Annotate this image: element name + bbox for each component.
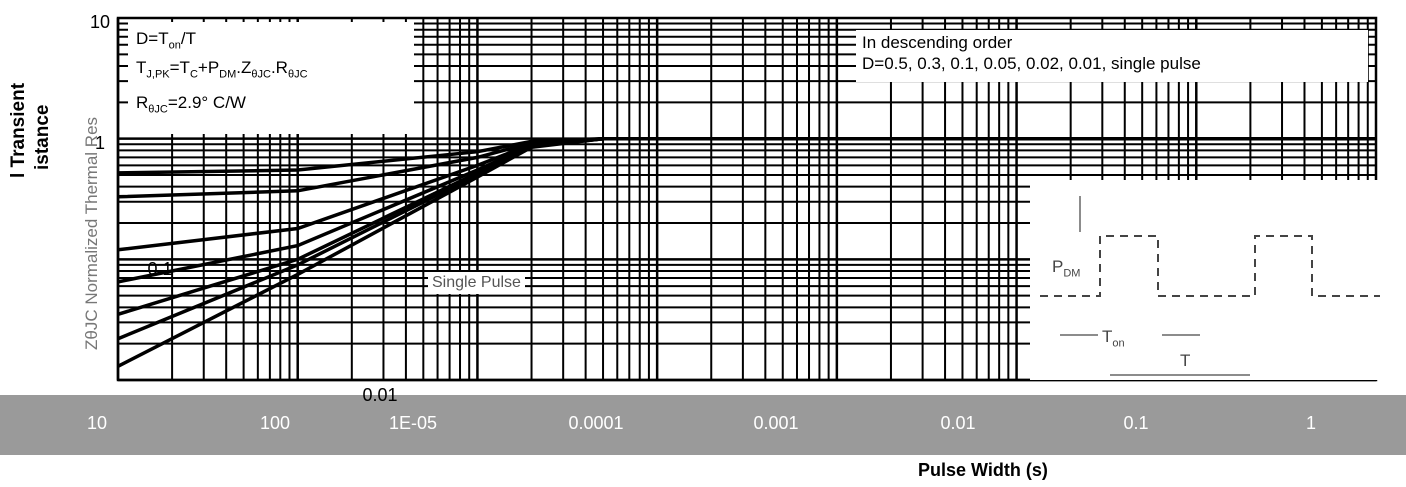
y-axis-title-line2: istance bbox=[32, 104, 53, 170]
ton-label: Ton bbox=[1102, 327, 1125, 350]
curves-group bbox=[117, 136, 1376, 368]
duty-formula: D=Ton/T bbox=[136, 29, 196, 52]
x-tick-label: 0.1 bbox=[1123, 413, 1148, 433]
x-axis-band bbox=[0, 395, 1406, 455]
order-note: In descending order bbox=[862, 33, 1013, 52]
y-tick-label: 10 bbox=[90, 12, 110, 32]
y-tick-labels: 10 1 0.1 0.01 bbox=[90, 12, 398, 405]
single-pulse-label: Single Pulse bbox=[428, 272, 525, 294]
x-tick-label: 0.0001 bbox=[568, 413, 623, 433]
x-tick-label: 0.001 bbox=[753, 413, 798, 433]
x-tick-label: 1E-05 bbox=[389, 413, 437, 433]
t-label: T bbox=[1180, 351, 1191, 370]
x-tick-label: 1 bbox=[1306, 413, 1316, 433]
pulse-waveform-diagram bbox=[1030, 180, 1380, 380]
pdm-label: PDM bbox=[1052, 257, 1081, 280]
x-axis-band-fill bbox=[0, 395, 1406, 455]
order-note-box: In descending order D=0.5, 0.3, 0.1, 0.0… bbox=[856, 30, 1368, 82]
y-tick-label: 1 bbox=[95, 133, 105, 153]
x-tick-label: 100 bbox=[260, 413, 290, 433]
x-tick-label: 0.01 bbox=[940, 413, 975, 433]
pulse-waveform-line bbox=[1040, 235, 1380, 297]
rth-value: RθJC=2.9° C/W bbox=[136, 93, 246, 116]
curve-single-pulse bbox=[117, 136, 1376, 368]
y-axis-title-overlay: ZθJC Normalized Thermal Res bbox=[82, 116, 101, 350]
x-tick-label: 10 bbox=[87, 413, 107, 433]
formula-box: D=Ton/T TJ,PK=TC+PDM.ZθJC.RθJC RθJC=2.9°… bbox=[128, 22, 414, 134]
x-axis-title: Pulse Width (s) bbox=[918, 460, 1048, 480]
waveform-bg bbox=[1030, 180, 1380, 380]
tj-formula: TJ,PK=TC+PDM.ZθJC.RθJC bbox=[136, 58, 308, 81]
y-tick-label: 0.01 bbox=[362, 385, 397, 405]
y-tick-label: 0.1 bbox=[147, 259, 172, 279]
x-tick-labels: 10 100 1E-05 0.0001 0.001 0.01 0.1 1 bbox=[87, 413, 1316, 433]
duty-cycle-list: D=0.5, 0.3, 0.1, 0.05, 0.02, 0.01, singl… bbox=[862, 54, 1201, 74]
y-axis-title-line1: l Transient bbox=[8, 82, 29, 178]
